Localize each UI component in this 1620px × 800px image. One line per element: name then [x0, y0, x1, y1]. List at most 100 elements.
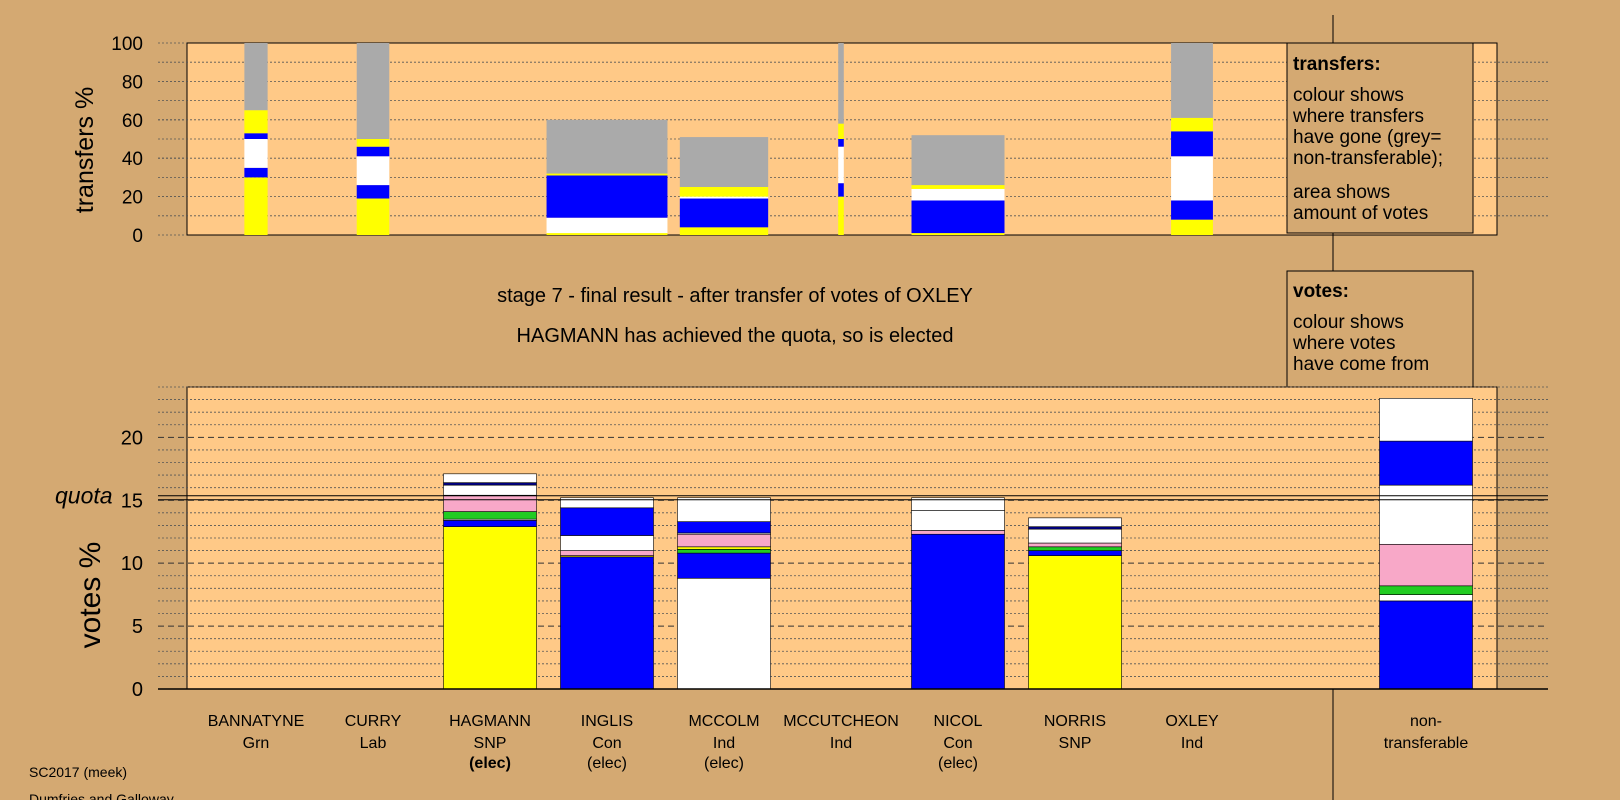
footer-council: Dumfries and Galloway — [29, 791, 174, 800]
transfer-bar-segment — [911, 188, 1005, 201]
vote-bar-segment — [1028, 550, 1122, 556]
candidate-party: Ind — [1181, 735, 1203, 752]
transfer-bar-segment — [244, 177, 268, 235]
candidate-status: (elec) — [469, 755, 511, 772]
vote-bar-segment — [1028, 555, 1122, 690]
vote-bar-segment — [1028, 542, 1122, 548]
candidate-name: HAGMANN — [449, 713, 531, 730]
transfer-bar-oxley — [1171, 43, 1213, 235]
candidate-name: MCCOLM — [688, 713, 759, 730]
vote-bar-segment — [1379, 600, 1473, 690]
y-tick-label: 5 — [132, 616, 143, 638]
vote-bar-norris — [1028, 517, 1122, 690]
transfers-legend-line: have gone (grey= — [1293, 127, 1441, 148]
y-tick-label: 0 — [132, 226, 143, 247]
transfer-bar-segment — [244, 133, 268, 139]
vote-bar-segment — [560, 535, 654, 551]
transfer-bar-segment — [838, 43, 844, 124]
y-tick-label: 10 — [121, 553, 143, 575]
transfer-bar-nicol — [911, 135, 1005, 235]
transfer-bar-segment — [679, 137, 769, 187]
votes-y-ticks: 0 5 10 15 20 — [121, 427, 143, 701]
vote-bar-segment — [1028, 546, 1122, 551]
transfer-bar-segment — [546, 233, 668, 235]
candidate-name: non- — [1410, 713, 1442, 730]
transfers-panel: 0 20 40 60 80 100 transfers % — [71, 34, 1548, 247]
transfer-bar-segment — [356, 198, 390, 235]
y-tick-label: 20 — [122, 188, 143, 209]
candidate-party: transferable — [1384, 735, 1469, 752]
vote-bar-segment — [560, 550, 654, 556]
vote-bar-hagmann — [443, 473, 537, 690]
transfer-bar-segment — [546, 217, 668, 234]
transfer-bar-segment — [911, 135, 1005, 186]
transfer-bar-segment — [546, 173, 668, 176]
y-tick-label: 100 — [111, 34, 143, 55]
votes-bars — [443, 398, 1473, 690]
transfers-legend-line: colour shows — [1293, 85, 1404, 106]
transfer-bar-segment — [838, 196, 844, 235]
transfer-bar-segment — [356, 156, 390, 186]
candidate-party: Grn — [243, 735, 270, 752]
vote-bar-segment — [911, 530, 1005, 535]
vote-bar-non-transferable — [1379, 398, 1473, 690]
stage-title: stage 7 - final result - after transfer … — [497, 285, 973, 307]
transfer-bar-segment — [1171, 117, 1213, 132]
vote-bar-inglis — [560, 497, 654, 690]
transfers-legend-line: non-transferable); — [1293, 148, 1443, 169]
vote-bar-segment — [443, 520, 537, 527]
y-tick-label: 80 — [122, 72, 143, 93]
transfer-bar-segment — [546, 175, 668, 218]
transfer-bar-segment — [244, 167, 268, 178]
vote-bar-segment — [677, 521, 771, 534]
candidate-party: Con — [592, 735, 621, 752]
candidate-name: NICOL — [934, 713, 983, 730]
transfers-legend: transfers: colour shows where transfers … — [1286, 42, 1474, 234]
candidate-party: SNP — [1059, 735, 1092, 752]
vote-bar-segment — [1379, 543, 1473, 587]
votes-legend: votes: colour shows where votes have com… — [1286, 270, 1474, 388]
vote-bar-segment — [1379, 594, 1473, 602]
vote-bar-segment — [560, 507, 654, 536]
transfers-legend-line: area shows — [1293, 182, 1390, 203]
transfer-bar-segment — [911, 233, 1005, 235]
transfers-legend-line: amount of votes — [1293, 203, 1428, 224]
vote-bar-segment — [677, 497, 771, 522]
transfer-bar-segment — [356, 185, 390, 199]
vote-bar-segment — [443, 473, 537, 483]
votes-y-axis-label: votes % — [74, 542, 107, 649]
transfer-bar-segment — [911, 185, 1005, 189]
vote-bar-segment — [677, 549, 771, 554]
stage-subtitle: HAGMANN has achieved the quota, so is el… — [517, 325, 954, 347]
transfer-bar-segment — [356, 139, 390, 147]
candidate-party: SNP — [474, 735, 507, 752]
vote-bar-segment — [1379, 440, 1473, 486]
vote-bar-segment — [677, 533, 771, 548]
footer-method: SC2017 (meek) — [29, 764, 127, 780]
votes-legend-line: where votes — [1292, 333, 1395, 354]
votes-panel: 0 5 10 15 20 quota votes % — [55, 386, 1548, 701]
y-tick-label: 40 — [122, 149, 143, 170]
transfer-bar-segment — [838, 123, 844, 139]
transfer-bar-segment — [356, 43, 390, 139]
y-tick-label: 60 — [122, 111, 143, 132]
votes-gridlines — [158, 386, 1548, 677]
vote-bar-segment — [443, 511, 537, 520]
vote-bar-segment — [1028, 517, 1122, 527]
transfer-bar-segment — [356, 146, 390, 157]
vote-bar-segment — [560, 556, 654, 690]
candidate-status: (elec) — [704, 755, 744, 772]
transfer-bar-segment — [1171, 156, 1213, 201]
candidate-party: Lab — [360, 735, 387, 752]
transfers-legend-box — [1286, 42, 1474, 234]
candidate-labels: BANNATYNE Grn CURRY Lab HAGMANN SNP (elec) INGL… — [208, 713, 1469, 772]
transfer-bar-mccolm — [679, 137, 769, 235]
transfer-bar-segment — [1171, 43, 1213, 118]
candidate-party: Con — [943, 735, 972, 752]
transfers-y-axis-label: transfers % — [71, 87, 99, 213]
vote-bar-segment — [1379, 585, 1473, 595]
transfer-bar-curry — [356, 43, 390, 235]
vote-bar-nicol — [911, 497, 1005, 690]
vote-bar-segment — [443, 526, 537, 690]
